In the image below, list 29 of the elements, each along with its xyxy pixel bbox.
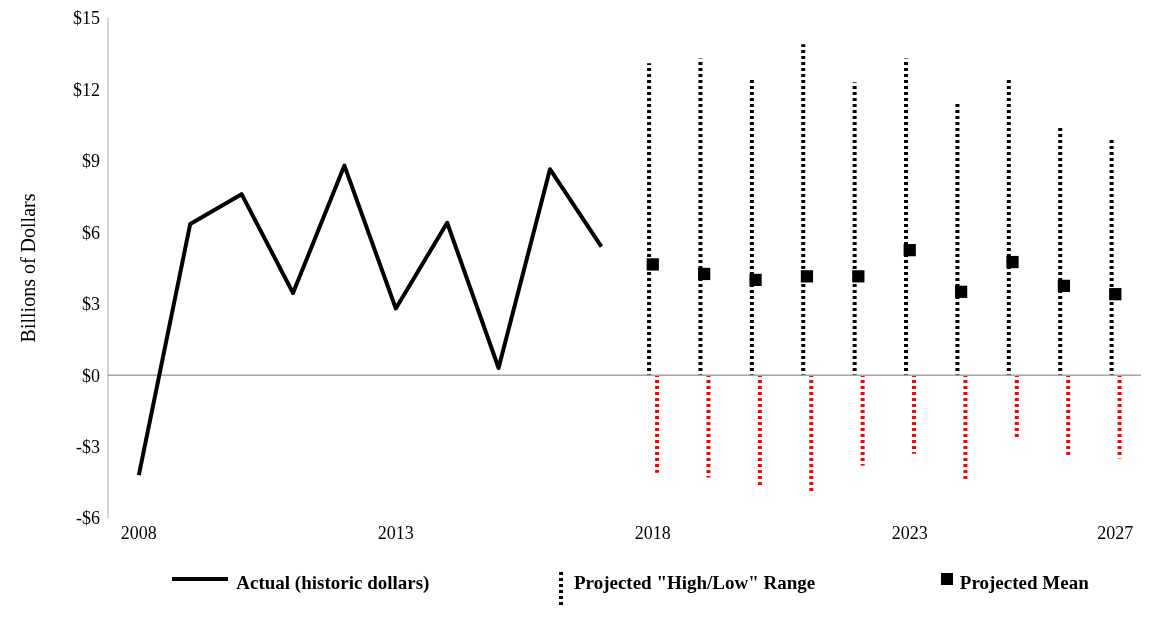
- point: [955, 285, 968, 298]
- x-tick-label: 2027: [1097, 522, 1134, 543]
- x-tick-label: 2008: [120, 522, 157, 543]
- x-tick-label: 2023: [891, 522, 928, 543]
- x-tick-label: 2018: [634, 522, 671, 543]
- point: [646, 258, 659, 271]
- point: [852, 270, 865, 283]
- legend-label: Actual (historic dollars): [236, 572, 430, 594]
- point: [749, 273, 762, 287]
- line-series: [136, 163, 604, 478]
- y-tick-label: $15: [73, 8, 100, 29]
- bar: [655, 375, 660, 473]
- point: [698, 267, 711, 281]
- y-tick-label: $12: [73, 79, 100, 100]
- x-tick-label: 2013: [377, 522, 414, 543]
- y-tick-label: -$6: [76, 508, 100, 529]
- y-tick-label: $6: [82, 222, 100, 243]
- y-tick-label: $0: [82, 365, 100, 386]
- point: [1006, 255, 1019, 269]
- point: [800, 270, 814, 283]
- legend-label: Projected Mean: [959, 572, 1089, 594]
- point: [1057, 279, 1071, 292]
- y-axis-title: Billions of Dollars: [17, 193, 40, 343]
- y-tick-label: -$3: [76, 436, 100, 457]
- point: [1109, 288, 1122, 301]
- y-tick-label: $3: [82, 294, 100, 315]
- y-tick-label: $9: [82, 151, 100, 172]
- legend-label: Projected "High/Low" Range: [573, 572, 816, 594]
- point: [903, 244, 916, 257]
